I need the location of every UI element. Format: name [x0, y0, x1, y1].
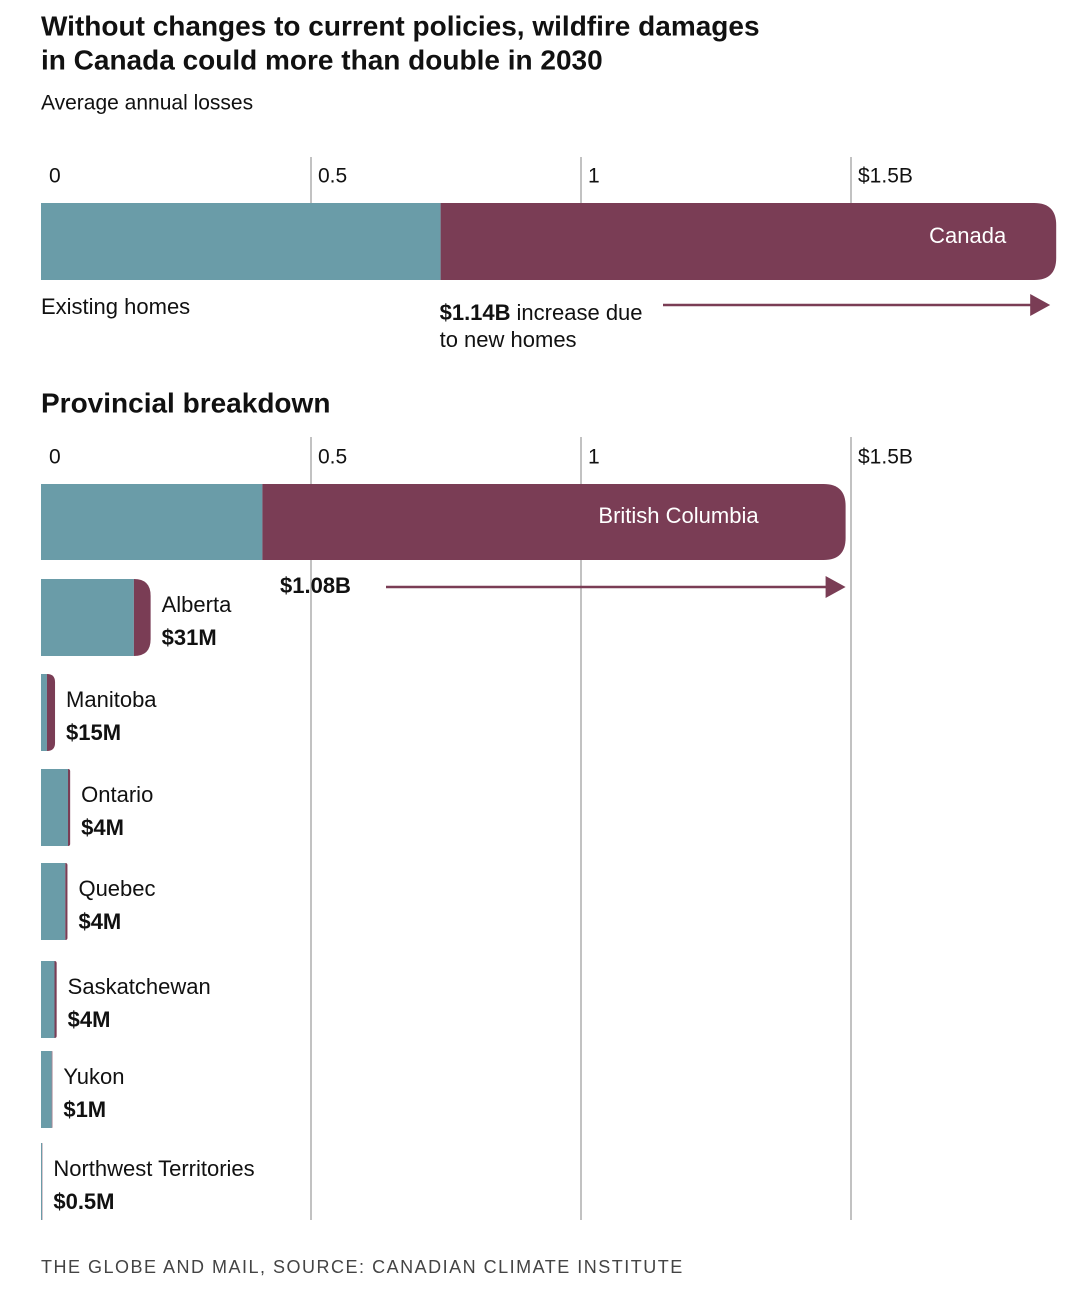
value-label: $4M [68, 1007, 111, 1032]
x-tick-label: 0.5 [318, 446, 347, 469]
bar-label: Manitoba [66, 687, 157, 712]
bar-label: Alberta [162, 592, 232, 617]
bar-segment [41, 1051, 52, 1128]
bar-segment [41, 484, 262, 560]
value-label: $1.14B [440, 300, 511, 325]
subtitle: Average annual losses [41, 92, 253, 115]
section-title: Provincial breakdown [41, 387, 330, 418]
bar-segment [41, 674, 47, 751]
chart-title: Without changes to current policies, wil… [41, 10, 760, 41]
bar-label: Saskatchewan [68, 974, 211, 999]
x-tick-label: 0.5 [318, 165, 347, 188]
annotation-text: to new homes [440, 327, 577, 352]
bar-label: Quebec [78, 876, 155, 901]
x-tick-label: 0 [49, 165, 61, 188]
bar-segment [41, 961, 55, 1038]
x-tick-label: 0 [49, 446, 61, 469]
value-label: $4M [81, 815, 124, 840]
bar-segment [68, 769, 70, 846]
bar-segment [41, 1143, 42, 1220]
value-label: $15M [66, 720, 121, 745]
x-tick-label: 1 [588, 446, 600, 469]
value-label: $4M [78, 909, 121, 934]
legend-label: Existing homes [41, 294, 190, 319]
bar-segment [41, 863, 65, 940]
source: THE GLOBE AND MAIL, SOURCE: CANADIAN CLI… [41, 1257, 684, 1277]
bar-label: Yukon [63, 1064, 124, 1089]
bar-segment [52, 1051, 53, 1128]
annotation-text: increase due [517, 300, 643, 325]
bar-segment [65, 863, 67, 940]
bar-label: British Columbia [598, 503, 759, 528]
arrow-head [826, 576, 846, 598]
bar-segment [41, 203, 441, 280]
bar-segment [47, 674, 55, 751]
chart-title: in Canada could more than double in 2030 [41, 44, 603, 75]
x-tick-label: $1.5B [858, 165, 913, 188]
bar-segment [134, 579, 151, 656]
value-label: $0.5M [53, 1189, 114, 1214]
bar-label: Ontario [81, 782, 153, 807]
x-tick-label: 1 [588, 165, 600, 188]
arrow-head [1030, 294, 1050, 316]
x-tick-label: $1.5B [858, 446, 913, 469]
bar-segment [55, 961, 57, 1038]
bar-segment [41, 769, 68, 846]
bar-label: Northwest Territories [53, 1156, 254, 1181]
value-label: $31M [162, 625, 217, 650]
value-label: $1M [63, 1097, 106, 1122]
value-label: $1.08B [280, 573, 351, 598]
bar-segment [41, 579, 134, 656]
bar-label: Canada [929, 223, 1007, 248]
